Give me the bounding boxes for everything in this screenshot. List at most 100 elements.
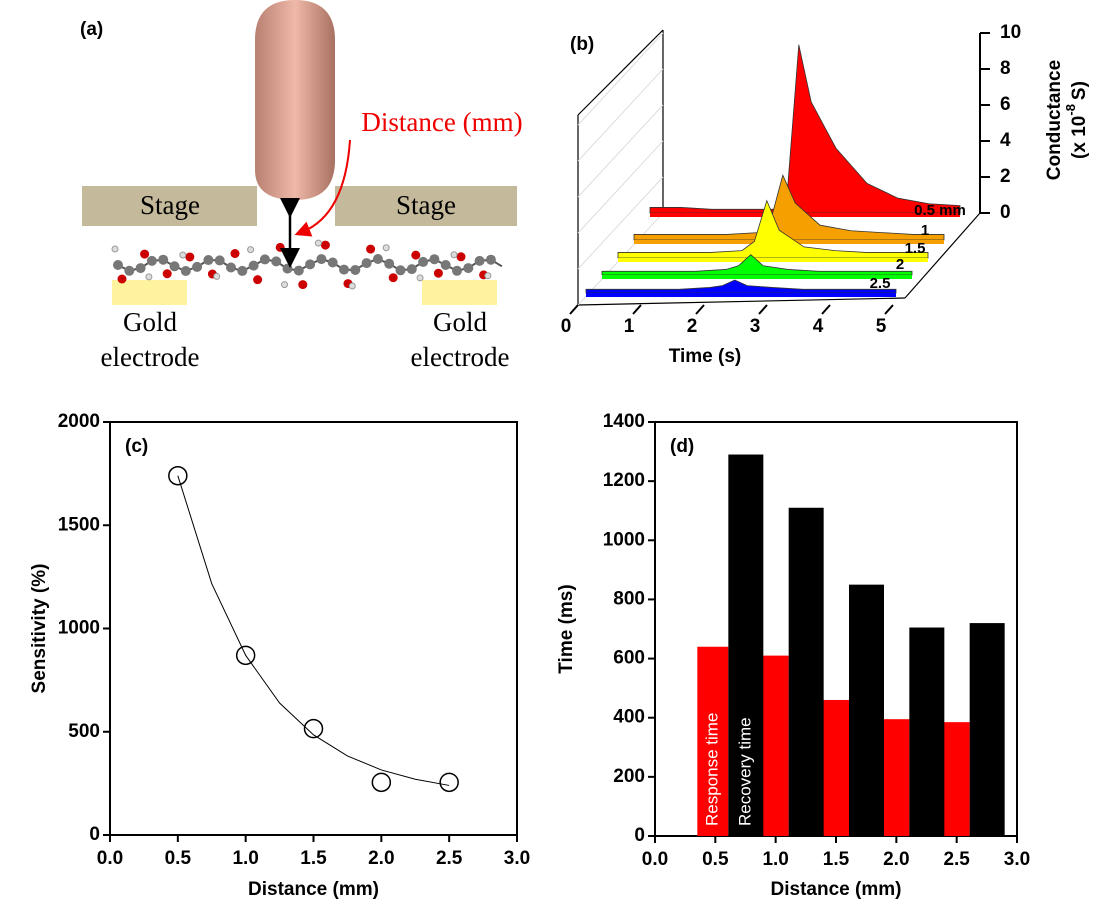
x-tick-label: 1.0 [762, 849, 788, 870]
panel-label: (a) [80, 19, 103, 40]
electrode [112, 280, 187, 305]
atom [305, 259, 315, 269]
atom [451, 252, 457, 258]
y-tick-label: 2000 [58, 411, 100, 432]
x-tick-label: 0.0 [642, 849, 668, 870]
y-tick-label: 500 [68, 721, 100, 742]
electrode-label: Gold [123, 307, 178, 337]
atom [411, 251, 420, 260]
atom [248, 247, 254, 253]
y-tick-label: 1400 [603, 411, 645, 432]
electrode-label: Gold [433, 307, 488, 337]
atom [373, 254, 383, 264]
series-label: Response time [702, 713, 721, 826]
atom [260, 254, 270, 264]
atom [350, 265, 360, 275]
atom [140, 250, 149, 259]
atom [231, 249, 240, 258]
atom [389, 273, 398, 282]
ribbon-edge [586, 293, 896, 297]
electrode-label: electrode [411, 342, 510, 372]
atom [316, 254, 326, 264]
bar [970, 623, 1005, 836]
atom [485, 273, 491, 279]
atom [384, 259, 394, 269]
atom [203, 255, 213, 265]
atom [253, 275, 262, 284]
atom [136, 263, 146, 273]
x-tick [570, 305, 578, 314]
atom [271, 256, 281, 266]
atom [170, 261, 180, 271]
x-tick-label: 0.0 [97, 848, 123, 869]
atom [237, 266, 247, 276]
atom [396, 265, 406, 275]
x-tick-label: 1.5 [300, 848, 327, 869]
x-tick-label: 5 [876, 316, 887, 337]
z-tick-label: 10 [1000, 22, 1021, 43]
x-tick [885, 305, 893, 314]
electrode [422, 280, 497, 305]
y-tick-label: 600 [613, 648, 645, 669]
x-tick-label: 2.5 [943, 849, 970, 870]
x-tick-label: 3 [750, 316, 761, 337]
z-tick-label: 0 [1000, 202, 1011, 223]
x-tick-label: 1.5 [823, 849, 850, 870]
atom [298, 280, 307, 289]
ribbon-edge [618, 258, 928, 262]
frame [578, 298, 905, 305]
series-label: 1 [921, 222, 929, 239]
atom [124, 266, 134, 276]
grid-line [578, 141, 663, 233]
x-tick-label: 0.5 [165, 848, 192, 869]
atom [215, 255, 225, 265]
atom [112, 246, 118, 252]
x-tick-label: 0.5 [702, 849, 729, 870]
panel-label: (d) [670, 436, 694, 457]
x-tick-label: 2.5 [436, 848, 463, 869]
atom [147, 256, 157, 266]
atom [407, 264, 417, 274]
atom [192, 262, 202, 272]
y-tick-label: 1200 [603, 470, 645, 491]
ribbon [650, 45, 960, 213]
y-axis-title: Sensitivity (%) [29, 564, 50, 694]
x-tick [633, 305, 641, 314]
bar [849, 585, 884, 836]
atom [362, 258, 372, 268]
z-tick-label: 8 [1000, 58, 1011, 79]
unit-suffix: S) [1069, 81, 1090, 100]
x-tick-label: 0 [561, 316, 572, 337]
atom [118, 275, 127, 284]
y-tick-label: 1500 [58, 514, 100, 535]
x-tick-label: 2 [687, 316, 698, 337]
x-axis-title: Distance (mm) [771, 879, 902, 900]
atom [418, 257, 428, 267]
z-axis-unit: (x 10-8S) [1063, 81, 1090, 159]
y-tick-label: 0 [89, 824, 100, 845]
atom [457, 252, 466, 261]
atom [146, 274, 152, 280]
atom [349, 283, 355, 289]
panel-label: (c) [125, 436, 148, 457]
y-tick-label: 1000 [58, 618, 100, 639]
unit-exponent: -8 [1063, 104, 1078, 116]
x-tick-label: 3.0 [504, 848, 530, 869]
atom [249, 261, 259, 271]
x-tick-label: 2.0 [368, 848, 394, 869]
atom [315, 240, 321, 246]
x-axis-title: Time (s) [669, 346, 742, 367]
y-tick-label: 400 [613, 707, 645, 728]
y-tick-label: 800 [613, 588, 645, 609]
panel-label: (b) [570, 34, 594, 55]
x-tick [759, 305, 767, 314]
atom [158, 255, 168, 265]
ribbon [586, 280, 896, 293]
atom [282, 282, 288, 288]
distance-label: Distance (mm) [361, 107, 522, 137]
x-axis-title: Distance (mm) [248, 879, 379, 900]
series-label: 2 [896, 256, 904, 273]
atom [429, 254, 439, 264]
grid-line [578, 69, 663, 161]
electrode-label: electrode [101, 342, 200, 372]
